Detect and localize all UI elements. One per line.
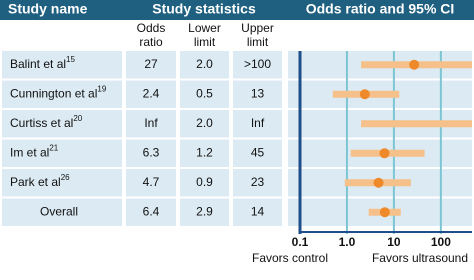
lower-label: 1.2 [196,145,213,159]
x-tick-label: 1.0 [339,235,356,249]
cell [180,198,229,226]
header: Study name [8,1,88,17]
x-tick-label: 0.1 [292,235,309,249]
lower-label: 2.9 [196,204,213,218]
footer-right: Favors ultrasound [372,251,468,265]
odds-label: 4.7 [143,175,160,189]
upper-label: 45 [251,145,265,159]
point-estimate [359,89,370,100]
footer-left: Favors control [252,251,328,265]
cell [233,110,282,138]
header-band [0,0,474,20]
study-label: Curtiss et al [10,116,73,130]
odds-label: 6.4 [143,204,160,218]
study-label: Cunnington et al [10,86,97,100]
cell [233,169,282,197]
odds-label: 2.4 [143,86,160,100]
odds-label: 27 [144,57,158,71]
cell [2,80,122,108]
point-estimate [373,177,384,188]
cell [2,51,122,79]
study-name: Park et al26 [10,173,70,189]
lower-label: 0.9 [196,175,213,189]
study-label: Balint et al [10,57,66,71]
upper-label: 23 [251,175,265,189]
cell [126,169,176,197]
column-header: limit [247,35,269,49]
x-tick-label: 100 [431,235,451,249]
cell [233,80,282,108]
upper-label: >100 [244,57,271,71]
header: Odds ratio and 95% CI [306,1,455,17]
cell [126,139,176,167]
cell [2,198,122,226]
column-header: Odds [137,21,166,35]
cell [180,139,229,167]
odds-label: Inf [144,116,158,130]
column-header: ratio [139,35,163,49]
cell [233,139,282,167]
reference: 19 [97,84,106,93]
lower-label: 2.0 [196,57,213,71]
cell [180,169,229,197]
point-estimate [379,148,390,159]
point-estimate [409,59,420,70]
cell [126,51,176,79]
study-label: Im et al [10,145,49,159]
study-name: Curtiss et al20 [10,114,83,130]
cell [2,110,122,138]
study-name: Overall [40,204,78,218]
upper-label: 14 [251,204,265,218]
upper-label: Inf [251,116,265,130]
study-name: Im et al21 [10,143,59,159]
reference: 20 [73,114,82,123]
reference: 26 [61,173,70,182]
cell [180,80,229,108]
study-label: Overall [40,204,78,218]
ci-bar [361,120,472,128]
cell [2,139,122,167]
study-label: Park et al [10,175,61,189]
header: Study statistics [152,1,256,17]
column-header: Lower [188,21,221,35]
lower-label: 0.5 [196,86,213,100]
reference: 21 [49,143,58,152]
cell [233,51,282,79]
lower-label: 2.0 [196,116,213,130]
cell [180,110,229,138]
column-header: limit [194,35,216,49]
cell [126,198,176,226]
x-tick-label: 10 [387,235,401,249]
cell [2,169,122,197]
study-name: Balint et al15 [10,55,75,71]
point-estimate [379,207,390,218]
cell [180,51,229,79]
odds-label: 6.3 [143,145,160,159]
column-header: Upper [241,21,274,35]
cell [233,198,282,226]
cell [126,80,176,108]
upper-label: 13 [251,86,265,100]
study-name: Cunnington et al19 [10,84,107,100]
reference: 15 [66,55,75,64]
cell [126,110,176,138]
